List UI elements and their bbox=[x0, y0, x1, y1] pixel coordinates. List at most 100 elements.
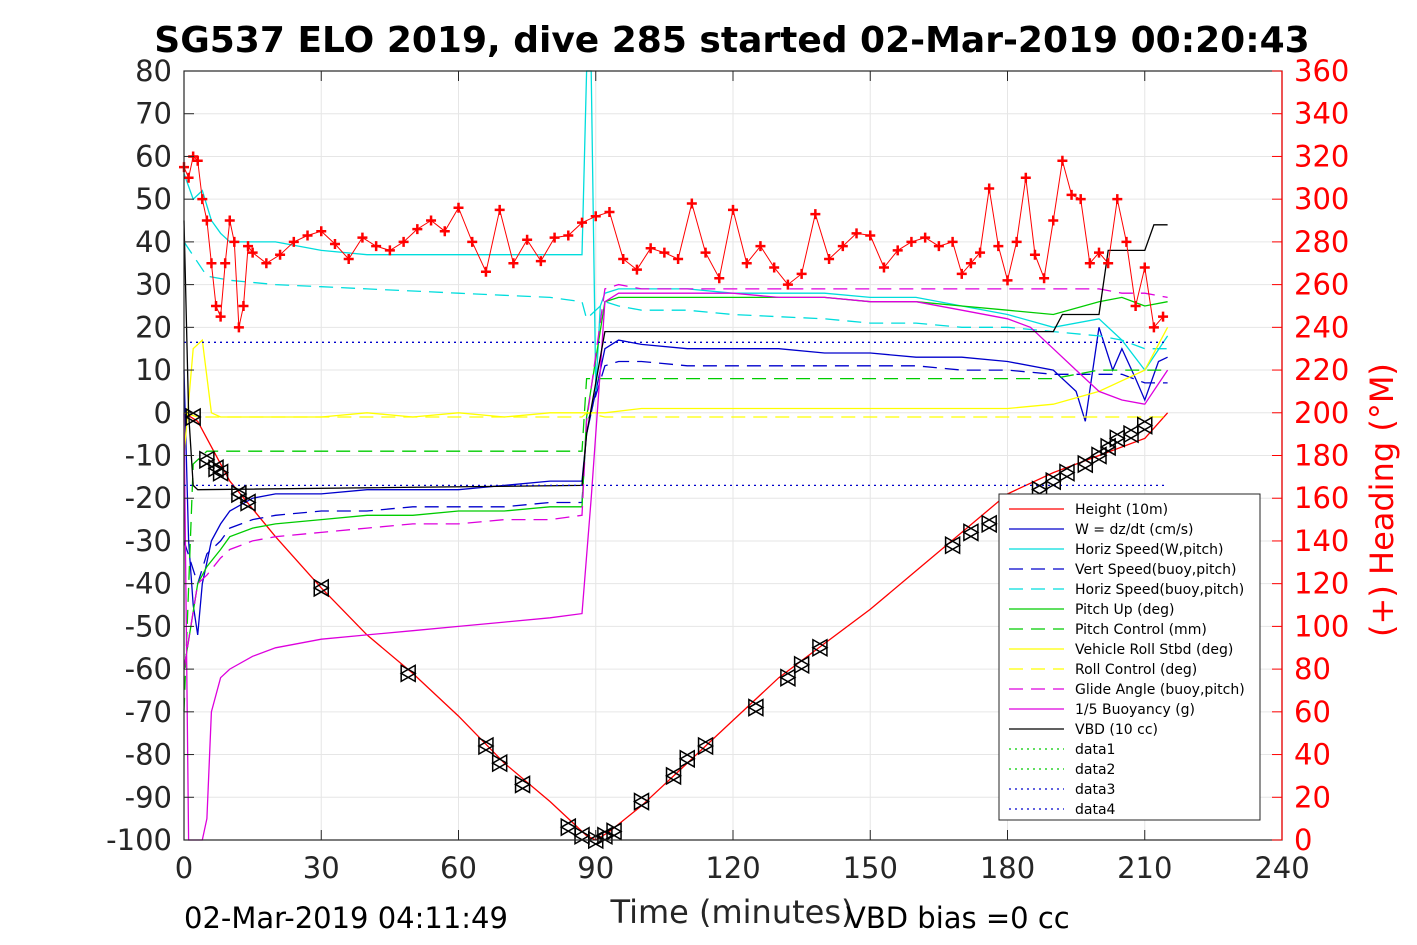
legend-label: Pitch Control (mm) bbox=[1075, 622, 1207, 638]
heading-point bbox=[993, 241, 1004, 252]
y-tick-label: -50 bbox=[125, 609, 172, 643]
chart-title: SG537 ELO 2019, dive 285 started 02-Mar-… bbox=[154, 20, 1309, 61]
heading-point bbox=[824, 253, 835, 264]
y-tick-label: -100 bbox=[106, 823, 172, 857]
legend-label: data4 bbox=[1075, 802, 1116, 818]
ticks: 0 30 60 90 120 150 180 210 24080706050403020100-… bbox=[106, 54, 1349, 885]
x-tick-label: 90 bbox=[577, 851, 614, 885]
heading-point bbox=[810, 209, 821, 220]
y-tick-label: 40 bbox=[135, 225, 172, 259]
heading-point bbox=[439, 226, 450, 237]
heading-point bbox=[1029, 249, 1040, 260]
series-line-1 bbox=[183, 412, 1169, 841]
x-tick-label: 0 bbox=[175, 851, 193, 885]
heading-point bbox=[1112, 194, 1123, 205]
dive-marker bbox=[207, 459, 225, 478]
heading-point bbox=[956, 268, 967, 279]
heading-point bbox=[1039, 273, 1050, 284]
heading-point bbox=[288, 236, 299, 247]
heading-point bbox=[398, 236, 409, 247]
heading-point bbox=[384, 245, 395, 256]
y2-tick-label: 320 bbox=[1294, 139, 1349, 173]
heading-point bbox=[1139, 262, 1150, 273]
x-axis-label: Time (minutes) bbox=[610, 893, 854, 931]
x-tick-label: 180 bbox=[980, 851, 1035, 885]
heading-point bbox=[645, 243, 656, 254]
y-tick-label: 0 bbox=[154, 396, 172, 430]
dive-marker bbox=[678, 749, 696, 769]
heading-point bbox=[329, 239, 340, 250]
heading-point bbox=[412, 224, 423, 235]
heading-point bbox=[1084, 258, 1095, 269]
heading-point bbox=[275, 249, 286, 260]
heading-point bbox=[1011, 236, 1022, 247]
y-tick-label: 70 bbox=[135, 97, 172, 131]
heading-point bbox=[618, 253, 629, 264]
heading-point bbox=[224, 215, 235, 226]
heading-point bbox=[1002, 275, 1013, 286]
heading-point bbox=[371, 241, 382, 252]
heading-point bbox=[1148, 322, 1159, 333]
heading-point bbox=[686, 198, 697, 209]
heading-point bbox=[215, 311, 226, 322]
legend-label: Vert Speed(buoy,pitch) bbox=[1075, 562, 1237, 578]
legend-box bbox=[998, 493, 1261, 821]
x-tick-label: 210 bbox=[1117, 851, 1172, 885]
footer-vbd-bias: VBD bias =0 cc bbox=[846, 901, 1070, 935]
heading-point bbox=[933, 241, 944, 252]
y2-tick-label: 160 bbox=[1294, 481, 1349, 515]
heading-point bbox=[590, 211, 601, 222]
heading-point bbox=[549, 232, 560, 243]
heading-point bbox=[714, 273, 725, 284]
x-tick-label: 240 bbox=[1254, 851, 1309, 885]
heading-point bbox=[920, 232, 931, 243]
heading-point bbox=[247, 247, 258, 258]
heading-point bbox=[728, 204, 738, 215]
heading-point bbox=[965, 258, 976, 269]
heading-point bbox=[892, 245, 903, 256]
heading-point bbox=[659, 247, 670, 258]
heading-point bbox=[1103, 258, 1114, 269]
series-line-4 bbox=[183, 360, 1168, 586]
series-lines bbox=[183, 70, 1169, 841]
y2-tick-label: 300 bbox=[1294, 182, 1349, 216]
y2-tick-label: 0 bbox=[1294, 823, 1312, 857]
heading-point bbox=[865, 230, 876, 241]
dive-marker bbox=[605, 822, 623, 841]
heading-point bbox=[357, 232, 368, 243]
y2-tick-label: 220 bbox=[1294, 353, 1349, 387]
x-tick-label: 30 bbox=[303, 851, 340, 885]
heading-point bbox=[229, 236, 240, 247]
heading-point bbox=[837, 241, 848, 252]
y-tick-label: -40 bbox=[125, 567, 172, 601]
heading-point bbox=[1020, 172, 1031, 183]
heading-point bbox=[796, 268, 807, 279]
dive-marker bbox=[239, 493, 257, 512]
dive-marker bbox=[747, 698, 765, 717]
heading-point bbox=[522, 234, 533, 245]
heading-point bbox=[1048, 215, 1059, 226]
dive-marker bbox=[1090, 446, 1108, 465]
dive-marker bbox=[477, 736, 495, 756]
heading-point bbox=[769, 262, 780, 273]
dive-marker bbox=[944, 535, 962, 555]
series-line-11 bbox=[183, 292, 1169, 841]
legend-label: Pitch Up (deg) bbox=[1075, 602, 1174, 618]
dive-marker bbox=[212, 463, 230, 482]
y-tick-label: -80 bbox=[125, 738, 172, 772]
heading-point bbox=[480, 266, 491, 277]
y-tick-label: -20 bbox=[125, 481, 172, 515]
x-tick-label: 120 bbox=[705, 851, 760, 885]
y-tick-label: 20 bbox=[135, 310, 172, 344]
dive-marker bbox=[514, 775, 532, 794]
y2-axis-label: (+) Heading (°M) bbox=[1363, 363, 1401, 637]
legend-label: Vehicle Roll Stbd (deg) bbox=[1075, 642, 1233, 658]
y2-tick-label: 360 bbox=[1294, 54, 1349, 88]
heading-point bbox=[700, 247, 711, 258]
heading-point bbox=[238, 300, 249, 311]
dive-marker bbox=[198, 450, 216, 470]
heading-point bbox=[947, 236, 958, 247]
legend-label: Horiz Speed(W,pitch) bbox=[1075, 542, 1223, 558]
heading-point bbox=[261, 258, 272, 269]
heading-point bbox=[631, 264, 642, 275]
